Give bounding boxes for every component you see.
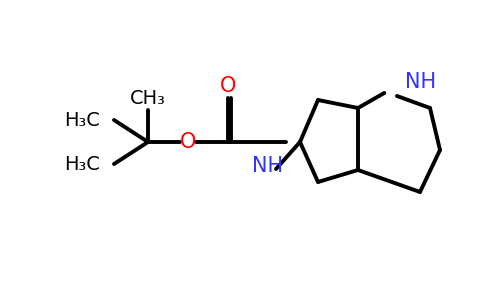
Text: H₃C: H₃C [64,154,100,173]
Text: NH: NH [405,72,436,92]
Text: NH: NH [253,156,284,176]
Text: O: O [180,132,196,152]
Text: CH₃: CH₃ [130,89,166,109]
Text: O: O [220,76,236,96]
Text: H₃C: H₃C [64,110,100,130]
